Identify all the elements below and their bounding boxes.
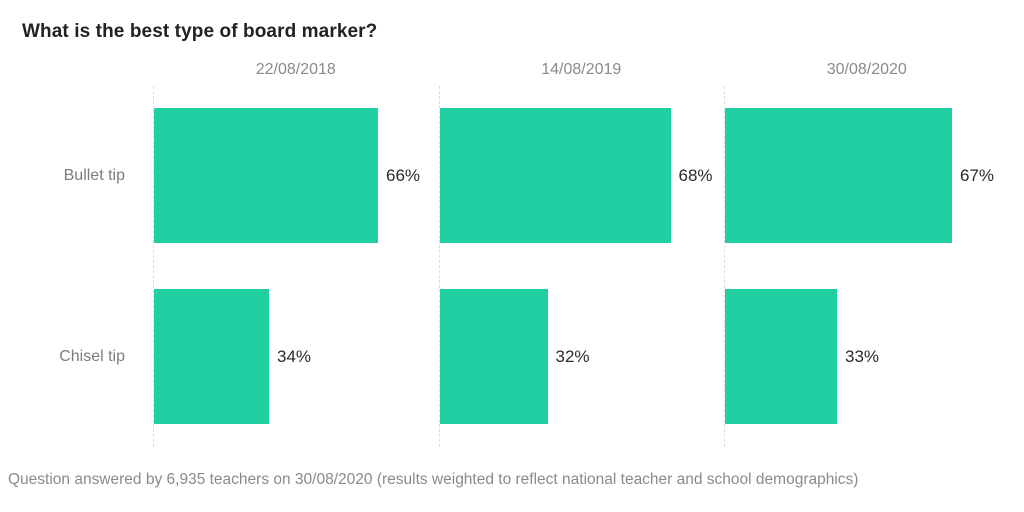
header-spacer	[0, 60, 153, 86]
bar-bullet-tip-2018	[154, 108, 378, 243]
bar-chisel-tip-2019	[439, 289, 548, 424]
value-label-bullet-tip-2020: 67%	[960, 165, 995, 185]
panel-header-2020: 30/08/2020	[826, 61, 907, 78]
chart-title: What is the best type of board marker?	[22, 21, 378, 42]
value-label-bullet-tip-2019: 68%	[678, 165, 713, 185]
panel-2019: 68% 32%	[438, 86, 725, 447]
bar-chisel-tip-2018	[154, 289, 269, 424]
bar-chisel-tip-2020	[725, 289, 837, 424]
chart-footnote: Question answered by 6,935 teachers on 3…	[8, 471, 859, 488]
bar-bullet-tip-2019	[439, 108, 671, 243]
bar-row: 67%	[725, 108, 1010, 243]
bar-row: 34%	[154, 289, 439, 424]
bar-row: 33%	[725, 289, 1010, 424]
value-label-bullet-tip-2018: 66%	[386, 165, 421, 185]
bar-row: 68%	[439, 108, 725, 243]
value-label-chisel-tip-2020: 33%	[845, 346, 880, 366]
category-label-chisel-tip: Chisel tip	[59, 347, 125, 365]
panel-header-2019: 14/08/2019	[541, 61, 622, 78]
bar-bullet-tip-2020	[725, 108, 952, 243]
panel-2020: 67% 33%	[724, 86, 1010, 447]
category-axis-labels: Bullet tip Chisel tip	[0, 86, 153, 447]
bar-row: 66%	[154, 108, 439, 243]
value-label-chisel-tip-2018: 34%	[277, 346, 312, 366]
panel-header-2018: 22/08/2018	[255, 61, 336, 78]
bar-row: 32%	[439, 289, 725, 424]
value-label-chisel-tip-2019: 32%	[555, 346, 590, 366]
small-multiples-bar-chart: 22/08/2018 14/08/2019 30/08/2020 Bullet …	[0, 60, 1010, 447]
category-label-bullet-tip: Bullet tip	[63, 166, 125, 184]
panel-2018: 66% 34%	[153, 86, 439, 447]
